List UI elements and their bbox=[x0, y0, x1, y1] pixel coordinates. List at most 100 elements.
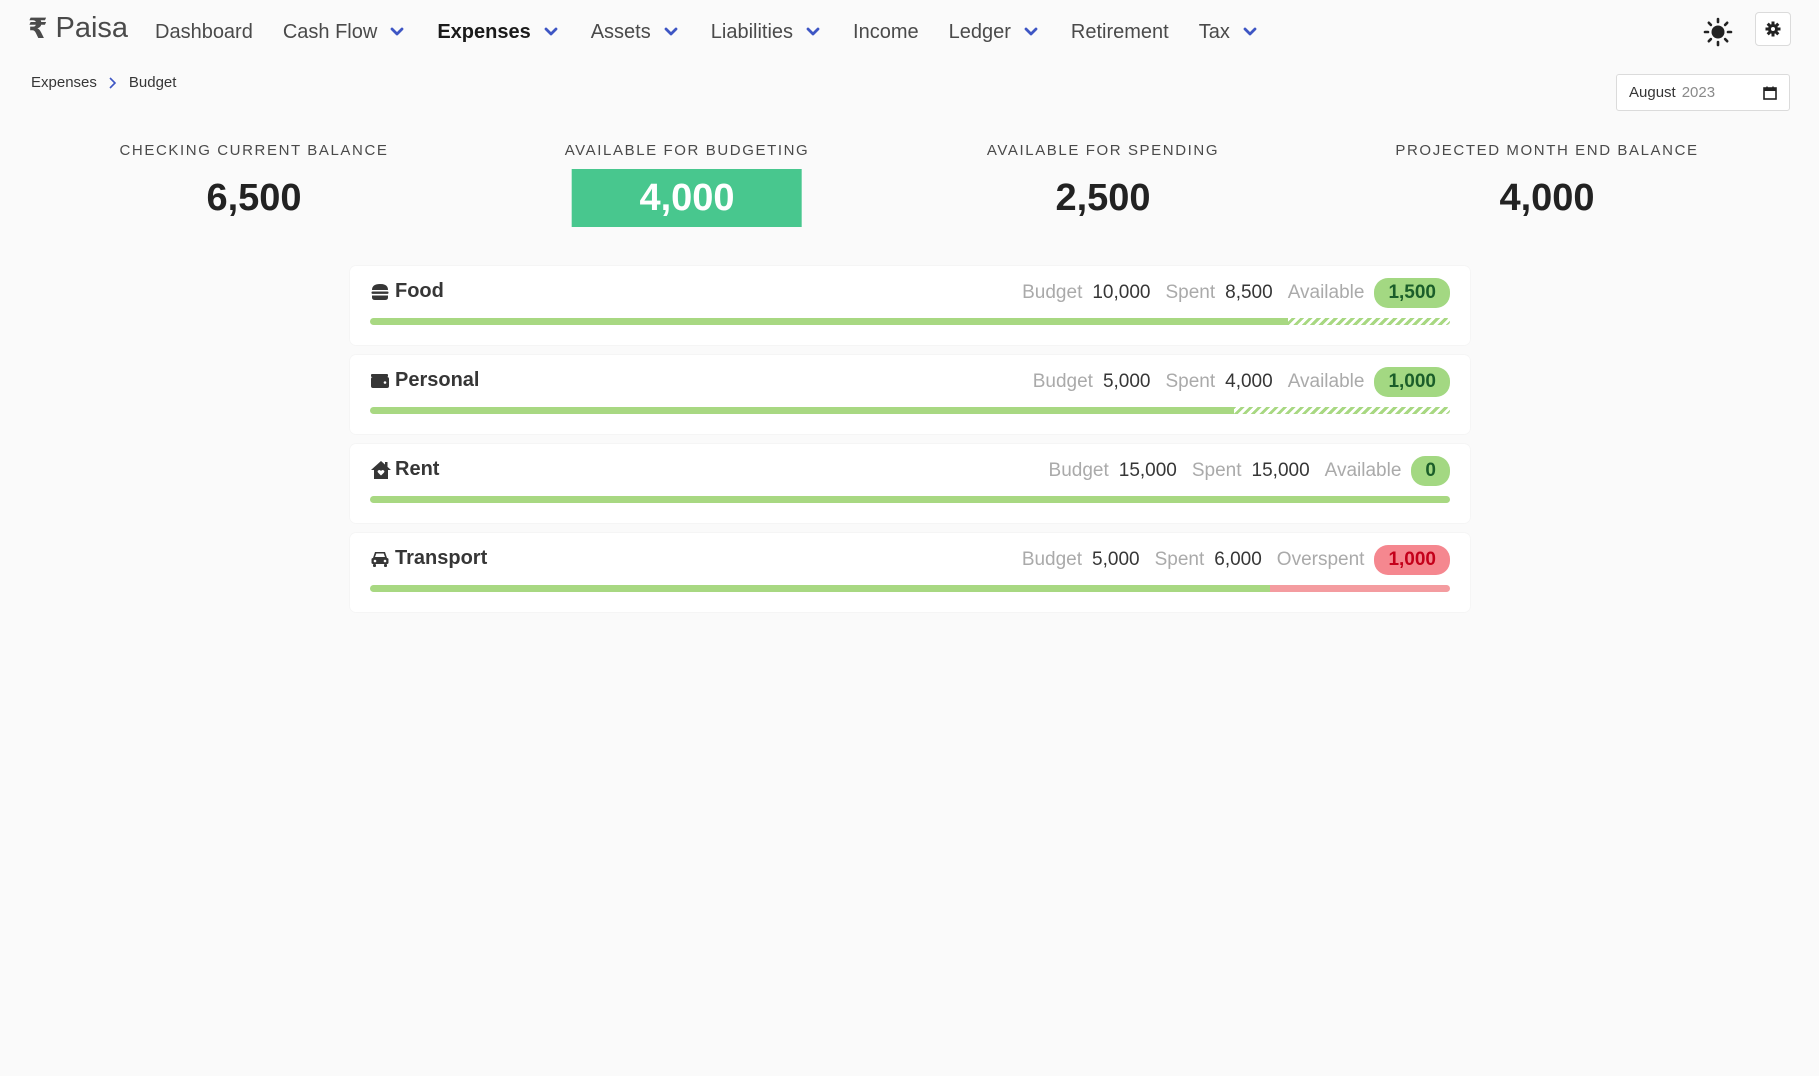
sun-icon bbox=[1703, 17, 1733, 47]
stat-value: 4,000 bbox=[572, 169, 802, 227]
spent-amount: 8,500 bbox=[1225, 282, 1273, 303]
nav-item-label: Ledger bbox=[948, 20, 1011, 43]
budget-figures: Budget 5,000 Spent 4,000 Available 1,000 bbox=[1033, 367, 1450, 397]
nav-item-assets[interactable]: Assets bbox=[591, 21, 681, 44]
stat-checking-current-balance: Checking Current Balance 6,500 bbox=[120, 142, 389, 223]
budget-label: Budget bbox=[1032, 371, 1093, 392]
month-picker-input[interactable]: August 2023 bbox=[1616, 74, 1790, 111]
budget-progress-bar bbox=[370, 318, 1450, 325]
budget-amount: 10,000 bbox=[1092, 282, 1151, 303]
spent-label: Spent bbox=[1154, 549, 1205, 570]
progress-spent bbox=[370, 585, 1270, 592]
progress-remaining bbox=[1234, 407, 1450, 414]
budget-card-transport[interactable]: Transport Budget 5,000 Spent 6,000 Overs… bbox=[350, 533, 1470, 612]
month-picker-year: 2023 bbox=[1681, 84, 1716, 101]
spent-label: Spent bbox=[1165, 371, 1216, 392]
budget-category: Personal bbox=[370, 369, 479, 392]
nav-item-income[interactable]: Income bbox=[853, 21, 919, 44]
budget-category-name: Food bbox=[395, 280, 444, 302]
budget-figures: Budget 10,000 Spent 8,500 Available 1,50… bbox=[1022, 278, 1450, 308]
progress-spent bbox=[370, 318, 1288, 325]
chevron-down-icon bbox=[1243, 27, 1257, 36]
budget-amount: 5,000 bbox=[1102, 371, 1151, 392]
nav-item-label: Liabilities bbox=[710, 20, 794, 43]
car-icon bbox=[370, 549, 390, 569]
chevron-down-icon bbox=[544, 27, 558, 36]
nav-item-label: Tax bbox=[1198, 20, 1230, 43]
progress-remaining bbox=[1288, 318, 1450, 325]
nav-item-liabilities[interactable]: Liabilities bbox=[711, 21, 823, 44]
stat-available-for-budgeting: Available for Budgeting 4,000 bbox=[565, 142, 810, 227]
budget-list: Food Budget 10,000 Spent 8,500 Available… bbox=[350, 266, 1470, 622]
spent-amount: 4,000 bbox=[1225, 371, 1273, 392]
progress-spent bbox=[370, 496, 1450, 503]
chevron-down-icon bbox=[390, 27, 404, 36]
navbar: ₹ Paisa Dashboard Cash Flow Expenses Assets… bbox=[0, 0, 1819, 64]
nav-item-cash-flow[interactable]: Cash Flow bbox=[283, 21, 407, 44]
chevron-down-icon bbox=[1024, 27, 1038, 36]
spent-amount: 15,000 bbox=[1251, 460, 1310, 481]
budget-category-name: Rent bbox=[395, 458, 440, 480]
budget-progress-bar bbox=[370, 496, 1450, 503]
wallet-icon bbox=[370, 371, 390, 391]
house-icon bbox=[370, 460, 391, 480]
calendar-icon[interactable] bbox=[1763, 86, 1777, 100]
budget-category: Transport bbox=[370, 547, 487, 570]
progress-overspent bbox=[1269, 585, 1450, 592]
budget-card-food[interactable]: Food Budget 10,000 Spent 8,500 Available… bbox=[350, 266, 1470, 345]
status-badge: 0 bbox=[1411, 456, 1450, 486]
chevron-down-icon bbox=[664, 27, 678, 36]
budget-progress-bar bbox=[370, 407, 1450, 414]
stat-label: Available for Spending bbox=[986, 142, 1220, 159]
budget-card-personal[interactable]: Personal Budget 5,000 Spent 4,000 Availa… bbox=[350, 355, 1470, 434]
gear-icon bbox=[1765, 21, 1781, 37]
spent-label: Spent bbox=[1191, 460, 1242, 481]
nav-item-label: Assets bbox=[590, 20, 651, 43]
settings-button[interactable] bbox=[1755, 12, 1791, 46]
chevron-right-icon bbox=[109, 76, 117, 89]
status-label: Available bbox=[1324, 460, 1402, 481]
budget-amount: 15,000 bbox=[1118, 460, 1177, 481]
status-label: Overspent bbox=[1276, 549, 1365, 570]
spent-label: Spent bbox=[1165, 282, 1216, 303]
budget-label: Budget bbox=[1048, 460, 1109, 481]
theme-toggle-button[interactable] bbox=[1700, 14, 1736, 50]
stat-available-for-spending: Available for Spending 2,500 bbox=[987, 142, 1219, 223]
spent-amount: 6,000 bbox=[1214, 549, 1262, 570]
nav-item-retirement[interactable]: Retirement bbox=[1071, 21, 1169, 44]
nav-item-label: Retirement bbox=[1070, 20, 1169, 43]
brand-name: Paisa bbox=[55, 12, 129, 44]
budget-category-name: Personal bbox=[395, 369, 480, 391]
nav-item-tax[interactable]: Tax bbox=[1199, 21, 1260, 44]
budget-progress-bar bbox=[370, 585, 1450, 592]
stat-label: Checking Current Balance bbox=[119, 142, 389, 159]
budget-category: Rent bbox=[370, 458, 439, 481]
status-badge: 1,500 bbox=[1374, 278, 1450, 308]
budget-label: Budget bbox=[1022, 282, 1083, 303]
nav-item-label: Expenses bbox=[437, 20, 531, 43]
nav-item-expenses[interactable]: Expenses bbox=[437, 21, 560, 44]
budget-card-rent[interactable]: Rent Budget 15,000 Spent 15,000 Availabl… bbox=[350, 444, 1470, 523]
stat-label: Available for Budgeting bbox=[564, 142, 810, 159]
nav-item-ledger[interactable]: Ledger bbox=[949, 21, 1041, 44]
stat-projected-month-end-balance: Projected Month End Balance 4,000 bbox=[1395, 142, 1698, 223]
brand-logo[interactable]: ₹ Paisa bbox=[28, 12, 128, 45]
budget-amount: 5,000 bbox=[1092, 549, 1140, 570]
budget-category-name: Transport bbox=[395, 547, 488, 569]
breadcrumb-current: Budget bbox=[128, 74, 177, 91]
status-label: Available bbox=[1287, 371, 1365, 392]
hamburger-icon bbox=[370, 282, 390, 302]
stat-value: 4,000 bbox=[1499, 177, 1595, 219]
rupee-icon: ₹ bbox=[28, 13, 48, 44]
month-picker-month: August bbox=[1629, 84, 1676, 101]
budget-label: Budget bbox=[1021, 549, 1083, 570]
budget-figures: Budget 15,000 Spent 15,000 Available 0 bbox=[1049, 456, 1450, 486]
budget-figures: Budget 5,000 Spent 6,000 Overspent 1,000 bbox=[1022, 545, 1450, 575]
nav-item-label: Cash Flow bbox=[282, 20, 378, 43]
nav-item-dashboard[interactable]: Dashboard bbox=[155, 21, 253, 44]
nav-menu: Dashboard Cash Flow Expenses Assets Liabilit… bbox=[155, 0, 1290, 64]
breadcrumb: Expenses Budget bbox=[31, 74, 176, 91]
chevron-down-icon bbox=[806, 27, 820, 36]
stat-value: 6,500 bbox=[206, 177, 302, 219]
breadcrumb-expenses-link[interactable]: Expenses bbox=[31, 74, 97, 91]
